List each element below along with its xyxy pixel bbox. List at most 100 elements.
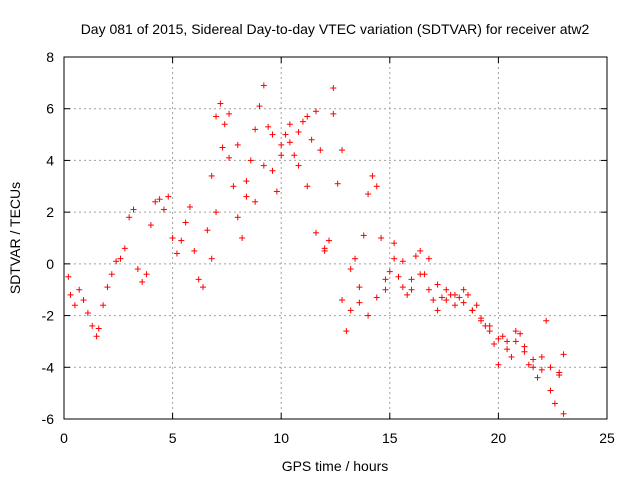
data-point xyxy=(173,250,180,257)
data-point xyxy=(113,258,120,265)
data-point xyxy=(347,266,354,273)
data-point xyxy=(200,284,207,291)
data-point xyxy=(343,328,350,335)
data-point xyxy=(234,214,241,221)
data-point xyxy=(417,247,424,254)
y-tick-label: -4 xyxy=(42,359,55,375)
y-tick-label: 0 xyxy=(46,256,54,272)
data-point xyxy=(312,229,319,236)
data-point xyxy=(317,147,324,154)
data-point xyxy=(443,286,450,293)
data-point xyxy=(243,178,250,185)
data-point xyxy=(204,227,211,234)
data-point xyxy=(178,237,185,244)
data-point xyxy=(408,276,415,283)
data-point xyxy=(84,309,91,316)
data-point xyxy=(89,322,96,329)
data-point xyxy=(530,356,537,363)
data-point xyxy=(395,273,402,280)
data-point xyxy=(543,317,550,324)
data-point xyxy=(339,147,346,154)
data-point xyxy=(100,302,107,309)
data-point xyxy=(286,121,293,128)
data-point xyxy=(230,183,237,190)
data-point xyxy=(399,284,406,291)
data-point xyxy=(460,286,467,293)
data-point xyxy=(221,121,228,128)
x-tick-label: 15 xyxy=(382,430,398,446)
data-point xyxy=(291,152,298,159)
grid-lines xyxy=(64,57,607,419)
data-point xyxy=(330,85,337,92)
data-point xyxy=(295,128,302,135)
data-point xyxy=(378,235,385,241)
data-point xyxy=(486,328,493,335)
data-point xyxy=(273,188,280,195)
data-point xyxy=(425,255,432,262)
data-point xyxy=(278,152,285,159)
data-point xyxy=(308,136,315,143)
data-point xyxy=(160,206,167,213)
data-point xyxy=(356,284,363,291)
data-point xyxy=(538,353,545,360)
data-point xyxy=(312,108,319,115)
data-point xyxy=(382,276,389,283)
data-point xyxy=(247,157,254,164)
data-point xyxy=(182,219,189,226)
data-point xyxy=(104,284,111,291)
data-point xyxy=(71,302,78,309)
data-point xyxy=(121,245,128,252)
data-point xyxy=(304,183,311,190)
data-point xyxy=(243,193,250,200)
data-point xyxy=(356,299,363,306)
data-point xyxy=(252,126,259,133)
data-point xyxy=(156,196,163,203)
plot-frame xyxy=(63,56,608,420)
data-point xyxy=(213,113,220,120)
data-point xyxy=(239,235,246,241)
y-tick-label: 8 xyxy=(46,49,54,65)
data-point xyxy=(495,335,502,342)
data-point xyxy=(195,276,202,283)
data-point xyxy=(451,302,458,309)
data-point xyxy=(530,364,537,371)
data-point xyxy=(295,162,302,169)
data-point xyxy=(521,348,528,355)
data-point xyxy=(165,193,172,200)
x-tick-label: 5 xyxy=(169,430,177,446)
data-point xyxy=(551,400,558,407)
data-point xyxy=(430,297,437,304)
axis-ticks: 0 5 10 15 20 25 -6 -4 -2 0 2 4 6 8 xyxy=(42,49,615,446)
data-point xyxy=(67,291,74,298)
data-point xyxy=(560,351,567,358)
data-point xyxy=(412,253,419,260)
data-point xyxy=(217,100,224,107)
x-tick-label: 0 xyxy=(60,430,68,446)
data-point xyxy=(534,374,541,381)
data-point xyxy=(234,141,241,148)
data-point xyxy=(512,338,519,345)
data-point xyxy=(391,240,398,247)
data-point xyxy=(304,113,311,120)
y-tick-label: 4 xyxy=(46,152,54,168)
data-point xyxy=(560,410,567,417)
data-point xyxy=(538,366,545,373)
data-point xyxy=(499,333,506,340)
data-point xyxy=(386,268,393,275)
data-point xyxy=(219,144,226,151)
data-point xyxy=(117,255,124,262)
data-point xyxy=(186,203,193,210)
y-axis-label: SDTVAR / TECUs xyxy=(7,182,23,294)
data-point xyxy=(504,338,511,345)
data-point xyxy=(508,353,515,360)
data-point xyxy=(404,291,411,298)
data-point xyxy=(282,131,289,138)
data-point xyxy=(547,364,554,371)
data-point xyxy=(464,291,471,298)
data-point xyxy=(108,271,115,278)
data-point xyxy=(256,103,263,110)
data-point xyxy=(425,286,432,293)
data-point xyxy=(76,286,83,293)
x-tick-label: 20 xyxy=(491,430,507,446)
